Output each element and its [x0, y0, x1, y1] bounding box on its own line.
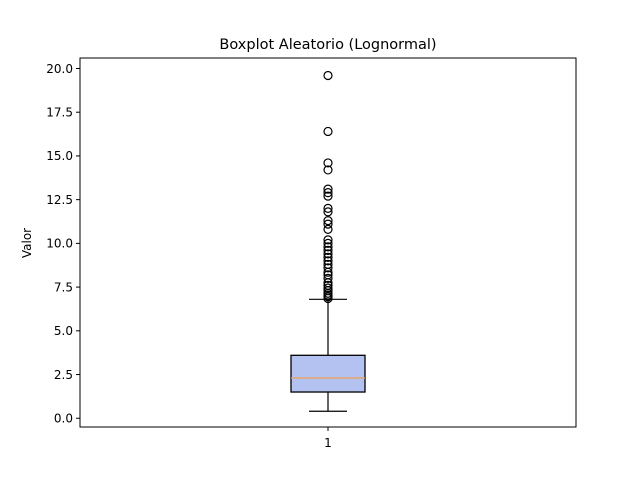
outlier-point — [323, 216, 333, 226]
outlier-point — [323, 188, 333, 198]
outlier-point — [323, 158, 333, 168]
outlier-point — [323, 219, 333, 229]
outlier-point — [323, 259, 333, 269]
y-tick-label: 7.5 — [54, 280, 73, 294]
iqr-box — [290, 354, 366, 393]
outlier-point — [323, 252, 333, 262]
outlier-point — [323, 270, 333, 280]
chart-title: Boxplot Aleatorio (Lognormal) — [219, 37, 436, 53]
outlier-point — [323, 203, 333, 213]
outlier-point — [323, 283, 333, 293]
outlier-point — [323, 235, 333, 245]
outlier-point — [323, 273, 333, 283]
outlier-point — [323, 242, 333, 252]
outlier-point — [323, 249, 333, 259]
y-tick-label: 20.0 — [46, 62, 73, 76]
plot-frame — [79, 57, 577, 428]
y-tick-label: 5.0 — [54, 324, 73, 338]
y-tick-label: 15.0 — [46, 149, 73, 163]
y-axis-label: Valor — [20, 228, 34, 258]
outlier-point — [323, 280, 333, 290]
outlier-point — [323, 256, 333, 266]
outlier-point — [323, 207, 333, 217]
y-tick-label: 17.5 — [46, 106, 73, 120]
outlier-point — [323, 184, 333, 194]
outlier-point — [323, 224, 333, 234]
y-tick-label: 12.5 — [46, 193, 73, 207]
outlier-point — [323, 263, 333, 273]
x-tick-label: 1 — [324, 436, 332, 450]
outlier-point — [323, 126, 333, 137]
y-tick-label: 10.0 — [46, 237, 73, 251]
outlier-point — [323, 245, 333, 255]
outlier-point — [323, 70, 333, 81]
outlier-point — [323, 191, 333, 201]
outlier-point — [323, 165, 333, 175]
y-tick-label: 0.0 — [54, 412, 73, 426]
y-tick-label: 2.5 — [54, 368, 73, 382]
outlier-point — [323, 238, 333, 248]
